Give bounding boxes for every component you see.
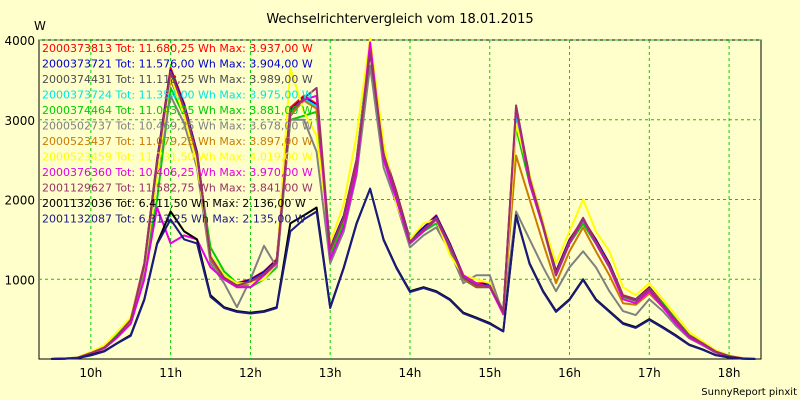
x-tick-label: 12h	[239, 366, 262, 380]
x-tick-label: 16h	[558, 366, 581, 380]
x-tick-label: 11h	[159, 366, 182, 380]
x-tick-label: 17h	[638, 366, 661, 380]
x-tick-label: 14h	[399, 366, 422, 380]
y-tick-label: 1000	[4, 273, 35, 287]
x-tick-label: 10h	[79, 366, 102, 380]
footer-credit: SunnyReport pinxit	[701, 387, 797, 398]
legend-entry-2000373721: 2000373721 Tot: 11.576,00 Wh Max: 3.904,…	[42, 58, 313, 71]
series-line-2001132087	[50, 187, 756, 360]
y-axis-label: W	[34, 19, 46, 33]
x-tick-label: 13h	[319, 366, 342, 380]
series-line-2000502737	[50, 64, 756, 360]
chart-title: Wechselrichtervergleich vom 18.01.2015	[266, 12, 533, 27]
series-lines	[50, 37, 756, 360]
legend-entry-2000376360: 2000376360 Tot: 10.406,25 Wh Max: 3.970,…	[42, 166, 313, 179]
axis-ticks: 10h 11h 12h 13h 14h 15h 16h 17h 18h 1000 2000 3000 4…	[4, 34, 740, 380]
legend-entry-2001129627: 2001129627 Tot: 11.582,75 Wh Max: 3.841,…	[42, 182, 313, 195]
legend-entry-2000374431: 2000374431 Tot: 11.118,25 Wh Max: 3.989,…	[42, 73, 313, 86]
legend-entry-2000523459: 2000523459 Tot: 11.731,50 Wh Max: 4.019,…	[42, 151, 313, 164]
y-tick-label: 3000	[4, 114, 35, 128]
legend-entry-2000523437: 2000523437 Tot: 11.079,25 Wh Max: 3.897,…	[42, 135, 313, 148]
x-tick-label: 15h	[478, 366, 501, 380]
x-tick-label: 18h	[718, 366, 741, 380]
legend-entry-2000374464: 2000374464 Tot: 11.043,25 Wh Max: 3.881,…	[42, 104, 313, 117]
legend-entry-2001132087: 2001132087 Tot: 6.313,25 Wh Max: 2.135,0…	[42, 213, 306, 226]
legend-entry-2001132036: 2001132036 Tot: 6.411,50 Wh Max: 2.136,0…	[42, 197, 306, 210]
series-line-2001129627	[50, 51, 756, 360]
legend-entry-2000373813: 2000373813 Tot: 11.680,25 Wh Max: 3.937,…	[42, 42, 313, 55]
legend-entry-2000502737: 2000502737 Tot: 10.469,25 Wh Max: 3.678,…	[42, 120, 313, 133]
legend-entry-2000373724: 2000373724 Tot: 11.354,00 Wh Max: 3.975,…	[42, 89, 313, 102]
y-tick-label: 2000	[4, 194, 35, 208]
y-tick-label: 4000	[4, 34, 35, 48]
legend: 2000373813 Tot: 11.680,25 Wh Max: 3.937,…	[42, 42, 313, 226]
